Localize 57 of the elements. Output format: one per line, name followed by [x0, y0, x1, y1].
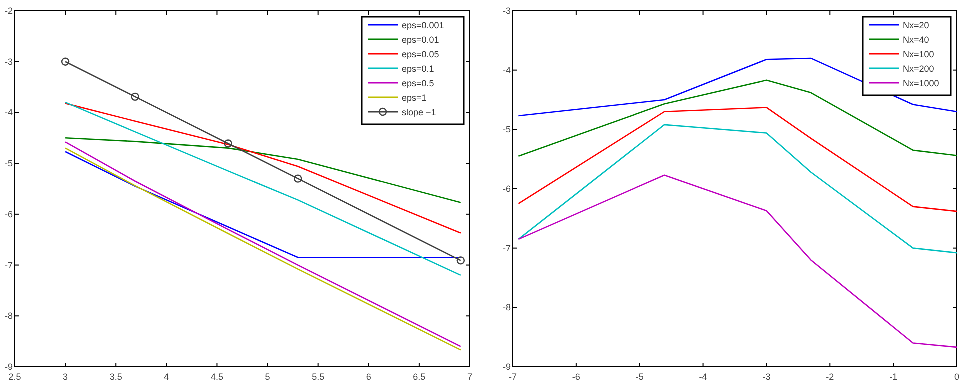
y-tick-label: -3	[4, 56, 13, 67]
legend-label: eps=0.5	[402, 78, 434, 88]
line-series	[64, 137, 462, 204]
x-tick-label: -6	[572, 372, 580, 382]
legend-label: Nx=200	[903, 64, 934, 74]
legend-label: Nx=40	[903, 35, 930, 45]
legend-label: Nx=1000	[903, 78, 940, 88]
legend-label: eps=0.001	[402, 20, 444, 30]
legend-label: eps=0.1	[402, 64, 434, 74]
y-tick-label: -7	[4, 260, 13, 270]
x-tick-label: 3	[63, 372, 68, 382]
x-tick-label: -4	[699, 372, 708, 382]
y-tick-label: -5	[502, 124, 511, 135]
legend-label: Nx=100	[903, 50, 934, 60]
y-tick-label: -8	[4, 311, 13, 322]
y-tick-label: -7	[502, 243, 511, 254]
x-tick-label: 6	[366, 372, 372, 382]
x-tick-label: -3	[762, 372, 771, 382]
x-tick-label: 0	[954, 372, 960, 382]
legend-label: Nx=20	[903, 20, 930, 30]
line-series	[518, 174, 958, 348]
x-tick-label: 4.5	[210, 372, 224, 382]
legend-label: eps=0.01	[402, 35, 440, 45]
y-tick-label: -2	[4, 6, 13, 16]
y-tick-label: -4	[4, 108, 13, 118]
line-series	[518, 58, 958, 117]
line-series	[518, 124, 958, 254]
line-series	[64, 102, 462, 276]
legend-label: slope −1	[402, 108, 436, 118]
y-tick-label: -9	[502, 362, 511, 372]
point	[131, 92, 140, 102]
x-tick-label: 2.5	[8, 372, 22, 382]
y-tick-label: -4	[502, 65, 511, 76]
point	[224, 140, 232, 148]
x-tick-label: -5	[636, 372, 644, 382]
y-tick-label: -8	[502, 302, 511, 313]
legend-label: eps=0.05	[402, 50, 440, 60]
x-tick-label: 3.5	[110, 372, 122, 382]
legend-label: eps=1	[402, 93, 427, 103]
y-tick-label: -6	[4, 209, 13, 220]
x-tick-label: 7	[467, 372, 473, 382]
y-tick-label: -6	[502, 184, 511, 194]
point	[294, 174, 302, 183]
x-tick-label: -2	[826, 372, 834, 382]
point	[456, 256, 465, 265]
x-tick-label: 5	[265, 372, 270, 382]
x-tick-label: -1	[890, 372, 898, 382]
y-tick-label: -5	[4, 158, 13, 169]
x-tick-label: 5.5	[312, 372, 325, 382]
line-series	[518, 80, 958, 158]
x-tick-label: 6.5	[413, 372, 426, 382]
line-series	[64, 102, 462, 234]
y-tick-label: -9	[4, 362, 13, 372]
y-tick-label: -3	[502, 6, 511, 16]
x-tick-label: 4	[164, 372, 170, 382]
line-series	[518, 107, 958, 212]
point	[61, 58, 70, 66]
